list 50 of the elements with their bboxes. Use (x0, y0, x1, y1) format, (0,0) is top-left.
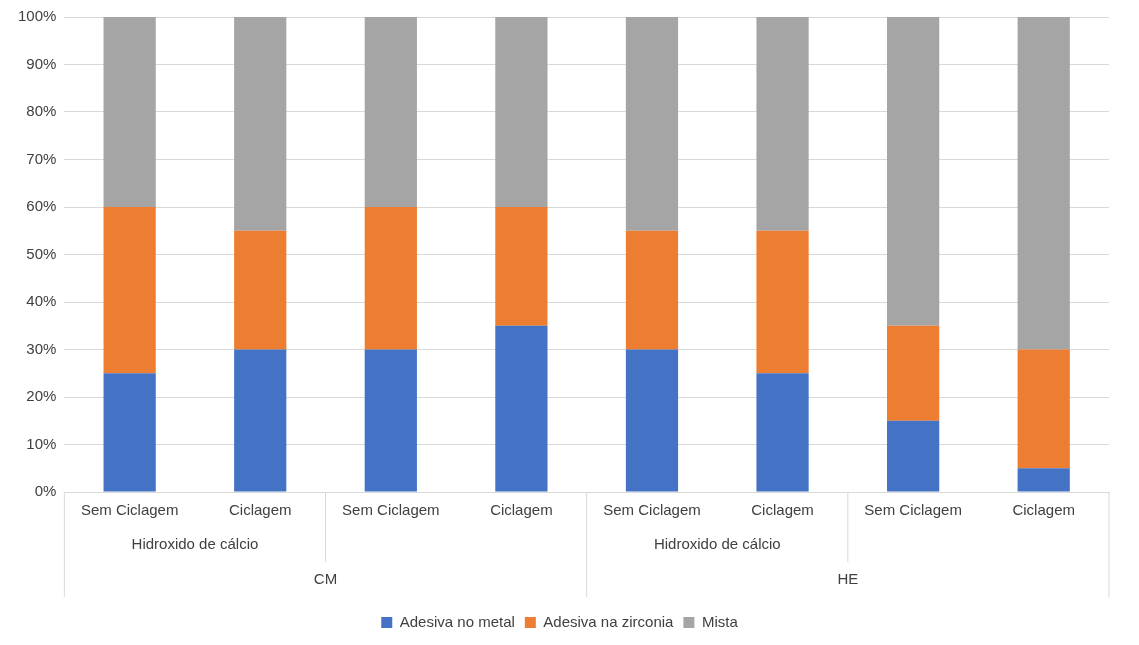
bar (887, 420, 940, 492)
bar (625, 349, 679, 492)
bar (1017, 17, 1070, 350)
x-tick-label: Ciclagem (228, 501, 292, 519)
x-tick-label: Sem Ciclagem (864, 501, 962, 519)
y-tick-label: 90% (26, 54, 57, 72)
y-tick-label: 10% (26, 434, 57, 452)
bar (756, 373, 809, 492)
y-tick-label: 20% (26, 387, 57, 405)
text: HE (837, 569, 859, 587)
bar (887, 325, 940, 421)
x-tick-label: Ciclagem (490, 501, 553, 519)
text: Hidroxido de cálcio (131, 534, 259, 552)
bar (364, 207, 417, 350)
y-tick-label: 0% (34, 482, 57, 500)
bar (103, 17, 156, 207)
legend-label: Adesiva na zirconia (543, 612, 675, 630)
bar (103, 207, 156, 374)
legend-label: Mista (701, 612, 739, 630)
bar (364, 349, 417, 492)
x-tick-label: Sem Ciclagem (342, 501, 440, 519)
bar (364, 17, 417, 207)
text: Hidroxido de cálcio (653, 534, 781, 552)
bar (1017, 349, 1070, 469)
bar (625, 230, 679, 350)
bar (495, 17, 548, 207)
y-tick-label: 30% (26, 339, 57, 357)
legend-label: Adesiva no metal (399, 612, 515, 630)
y-tick-label: 60% (26, 197, 57, 215)
bar (495, 325, 548, 492)
bar (625, 17, 679, 231)
bar (756, 17, 809, 231)
y-tick-label: 100% (17, 7, 57, 25)
x-tick-label: Ciclagem (751, 501, 814, 519)
x-tick-label: Sem Ciclagem (603, 501, 701, 519)
text: CM (313, 569, 338, 587)
x-tick-label: Sem Ciclagem (80, 501, 179, 519)
bar (1017, 468, 1070, 492)
y-tick-label: 70% (26, 149, 57, 167)
bar (234, 17, 287, 231)
bar (756, 230, 809, 374)
bar (234, 349, 287, 492)
y-tick-label: 40% (26, 292, 57, 310)
y-tick-label: 80% (26, 102, 57, 120)
bar (103, 373, 156, 492)
bar (234, 230, 287, 350)
bar (495, 207, 548, 326)
bar (887, 17, 940, 326)
x-tick-label: Ciclagem (1012, 501, 1075, 519)
y-tick-label: 50% (26, 244, 57, 262)
